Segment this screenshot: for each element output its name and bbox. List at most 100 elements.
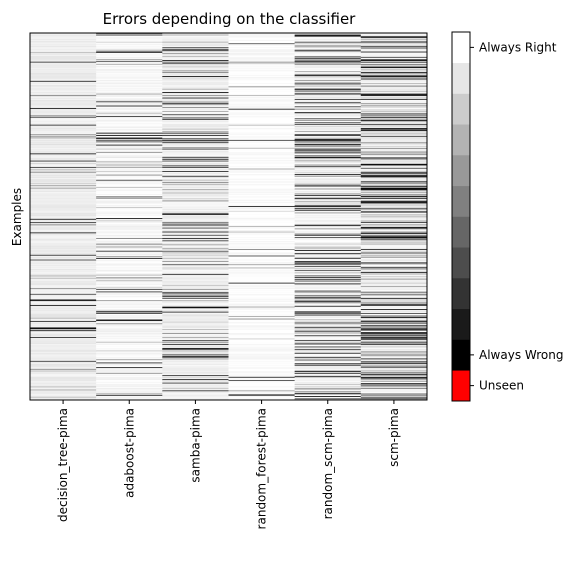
heatmap-cell bbox=[96, 151, 163, 153]
heatmap-cell bbox=[30, 39, 97, 41]
heatmap-cell bbox=[228, 114, 296, 116]
heatmap-cell bbox=[30, 277, 97, 279]
heatmap-cell bbox=[96, 116, 163, 118]
heatmap-cell bbox=[294, 329, 362, 331]
heatmap-cell bbox=[96, 111, 163, 113]
heatmap-cell bbox=[360, 315, 428, 317]
heatmap-cell bbox=[360, 192, 428, 194]
heatmap-cell bbox=[162, 284, 229, 286]
heatmap-cell bbox=[96, 298, 163, 300]
heatmap-cell bbox=[30, 310, 97, 312]
heatmap-cell bbox=[30, 336, 97, 338]
heatmap-cell bbox=[30, 251, 97, 253]
heatmap-cell bbox=[30, 218, 97, 220]
heatmap-cell bbox=[294, 111, 362, 114]
heatmap-cell bbox=[96, 393, 163, 395]
heatmap-cell bbox=[96, 99, 163, 101]
heatmap-cell bbox=[30, 139, 97, 141]
heatmap-cell bbox=[360, 186, 428, 188]
heatmap-cell bbox=[228, 180, 296, 182]
heatmap-cell bbox=[360, 163, 428, 165]
heatmap-cell bbox=[30, 209, 97, 211]
heatmap-cell bbox=[294, 33, 362, 35]
heatmap-cell bbox=[162, 238, 229, 240]
heatmap-cell bbox=[96, 311, 163, 313]
heatmap-cell bbox=[228, 206, 296, 208]
heatmap-cell bbox=[228, 100, 296, 102]
heatmap-cell bbox=[228, 342, 296, 344]
heatmap-cell bbox=[294, 214, 362, 216]
heatmap-cell bbox=[162, 40, 229, 43]
heatmap-cell bbox=[228, 146, 296, 148]
heatmap-cell bbox=[96, 254, 163, 256]
heatmap-cell bbox=[162, 100, 229, 102]
heatmap-cell bbox=[96, 138, 163, 140]
heatmap-cell bbox=[30, 398, 97, 400]
heatmap-cell bbox=[30, 334, 97, 336]
heatmap-cell bbox=[30, 35, 97, 37]
heatmap-cell bbox=[228, 288, 296, 290]
heatmap-cell bbox=[294, 121, 362, 123]
heatmap-cell bbox=[30, 345, 97, 347]
heatmap-cell bbox=[96, 356, 163, 359]
heatmap-cell bbox=[228, 354, 296, 356]
heatmap-cell bbox=[162, 275, 229, 277]
heatmap-cell bbox=[228, 119, 296, 121]
heatmap-cell bbox=[360, 151, 428, 153]
heatmap-cell bbox=[360, 115, 428, 118]
heatmap-cell bbox=[360, 300, 428, 302]
heatmap-cell bbox=[96, 127, 163, 129]
heatmap-cell bbox=[30, 233, 97, 235]
heatmap-cell bbox=[228, 156, 296, 158]
heatmap-cell bbox=[294, 290, 362, 292]
heatmap-cell bbox=[30, 204, 97, 206]
heatmap-cell bbox=[162, 364, 229, 366]
heatmap-cell bbox=[162, 299, 229, 301]
heatmap-cell bbox=[162, 364, 229, 366]
heatmap-cell bbox=[294, 212, 362, 214]
heatmap-cell bbox=[228, 72, 296, 74]
heatmap-cell bbox=[360, 154, 428, 156]
heatmap-cell bbox=[228, 217, 296, 219]
heatmap-cell bbox=[30, 234, 97, 236]
heatmap-cell bbox=[294, 217, 362, 219]
heatmap-cell bbox=[294, 242, 362, 244]
heatmap-cell bbox=[162, 245, 229, 247]
heatmap-cell bbox=[294, 60, 362, 63]
heatmap-cell bbox=[162, 270, 229, 272]
heatmap-cell bbox=[228, 351, 296, 353]
heatmap-cell bbox=[228, 278, 296, 280]
heatmap-cell bbox=[30, 140, 97, 142]
heatmap-cell bbox=[96, 360, 163, 363]
heatmap-cell bbox=[228, 339, 296, 341]
heatmap-cell bbox=[30, 68, 97, 70]
heatmap-cell bbox=[96, 127, 163, 130]
heatmap-cell bbox=[96, 179, 163, 181]
heatmap-cell bbox=[96, 152, 163, 154]
colorbar-segment bbox=[452, 62, 470, 94]
heatmap-cell bbox=[228, 385, 296, 387]
heatmap-cell bbox=[30, 127, 97, 129]
heatmap-cell bbox=[30, 356, 97, 359]
heatmap-cell bbox=[30, 162, 97, 164]
heatmap-cell bbox=[96, 279, 163, 281]
heatmap-cell bbox=[228, 364, 296, 366]
heatmap-cell bbox=[228, 312, 296, 314]
heatmap-cell bbox=[228, 359, 296, 361]
heatmap-cell bbox=[228, 108, 296, 110]
heatmap-cell bbox=[96, 255, 163, 257]
heatmap-cell bbox=[162, 280, 229, 282]
heatmap-cell bbox=[162, 259, 229, 261]
heatmap-cell bbox=[228, 234, 296, 236]
heatmap-cell bbox=[294, 163, 362, 165]
heatmap-cell bbox=[30, 64, 97, 67]
heatmap-cell bbox=[162, 157, 229, 159]
heatmap-cell bbox=[30, 186, 97, 189]
heatmap-cell bbox=[294, 77, 362, 79]
heatmap-cell bbox=[30, 263, 97, 265]
heatmap-cell bbox=[162, 80, 229, 82]
heatmap-cell bbox=[360, 292, 428, 294]
heatmap-cell bbox=[30, 396, 97, 398]
heatmap-cell bbox=[96, 269, 163, 271]
heatmap-cell bbox=[294, 181, 362, 183]
